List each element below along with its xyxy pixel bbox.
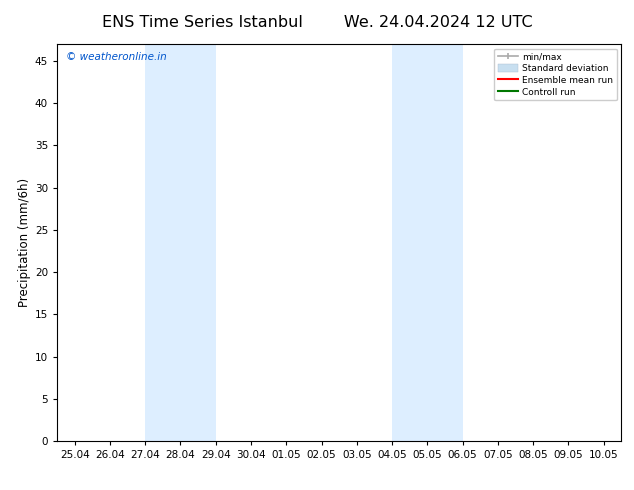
Text: © weatheronline.in: © weatheronline.in bbox=[65, 52, 166, 62]
Text: ENS Time Series Istanbul        We. 24.04.2024 12 UTC: ENS Time Series Istanbul We. 24.04.2024 … bbox=[101, 15, 533, 30]
Legend: min/max, Standard deviation, Ensemble mean run, Controll run: min/max, Standard deviation, Ensemble me… bbox=[495, 49, 617, 100]
Y-axis label: Precipitation (mm/6h): Precipitation (mm/6h) bbox=[18, 178, 30, 307]
Bar bbox=[392, 44, 463, 441]
Bar bbox=[145, 44, 216, 441]
